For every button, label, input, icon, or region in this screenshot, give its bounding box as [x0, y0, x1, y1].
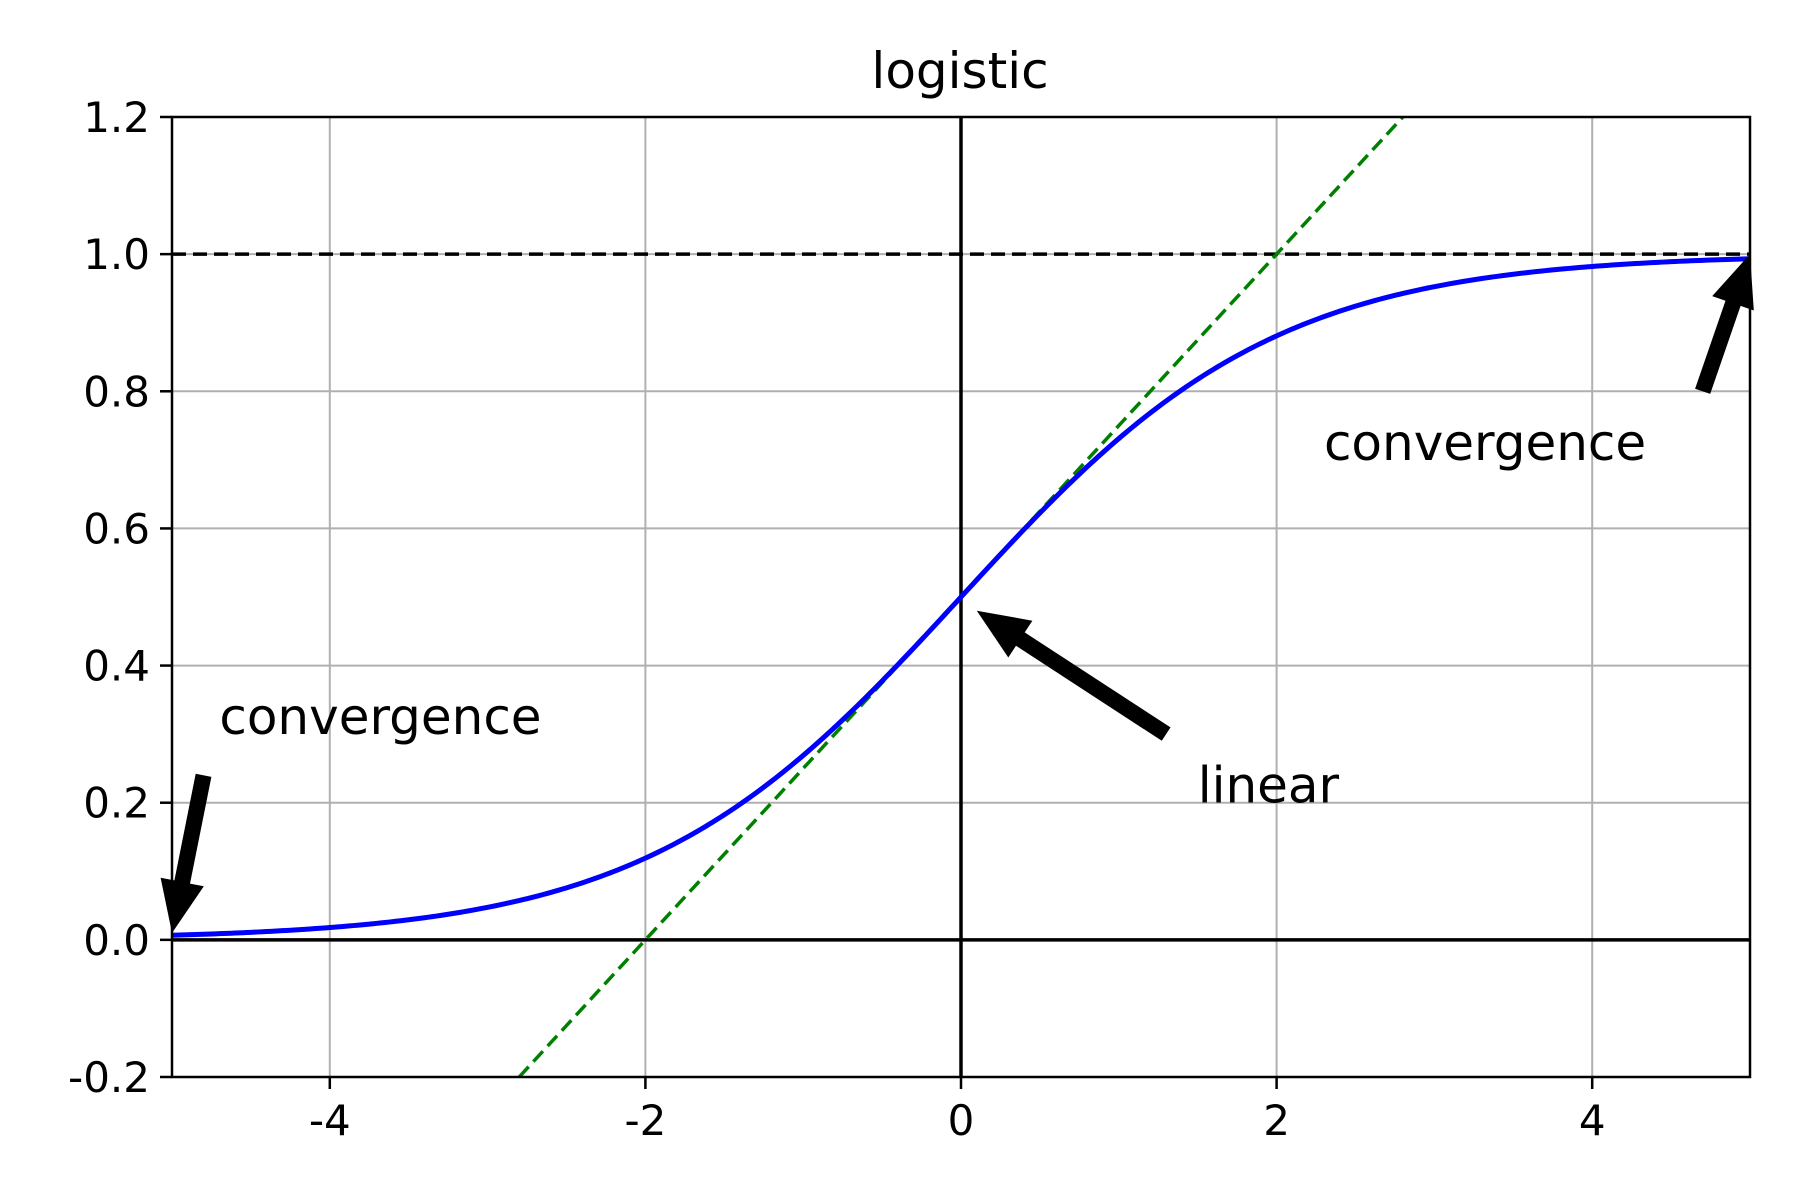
y-axis: -0.2 0.0 0.2 0.4 0.6 0.8 1.0 1.2 — [68, 93, 172, 1102]
y-tick-label: 0.6 — [83, 504, 150, 553]
plot-area — [172, 117, 1750, 1077]
y-tick-label: 1.0 — [83, 230, 150, 279]
x-axis: -4 -2 0 2 4 — [309, 1077, 1606, 1145]
y-tick-label: 0.4 — [83, 642, 150, 691]
y-tick-label: 0.2 — [83, 779, 150, 828]
x-tick-label: -4 — [309, 1096, 351, 1145]
x-tick-label: 2 — [1263, 1096, 1290, 1145]
y-tick-label: 0.8 — [83, 367, 150, 416]
annotation-label: linear — [1198, 757, 1340, 815]
y-tick-label: -0.2 — [68, 1053, 150, 1102]
chart-title: logistic — [871, 42, 1048, 100]
annotation-arrow — [1695, 254, 1754, 394]
y-tick-label: 1.2 — [83, 93, 150, 142]
annotation-arrow — [976, 610, 1171, 741]
y-tick-label: 0.0 — [83, 916, 150, 965]
annotations: convergence convergence linear — [160, 254, 1754, 933]
annotation-label: convergence — [1324, 414, 1646, 472]
x-tick-label: 4 — [1579, 1096, 1606, 1145]
annotation-arrow — [160, 773, 212, 933]
logistic-curve — [172, 256, 1750, 938]
annotation-label: convergence — [219, 688, 541, 746]
x-tick-label: -2 — [624, 1096, 666, 1145]
x-tick-label: 0 — [948, 1096, 975, 1145]
